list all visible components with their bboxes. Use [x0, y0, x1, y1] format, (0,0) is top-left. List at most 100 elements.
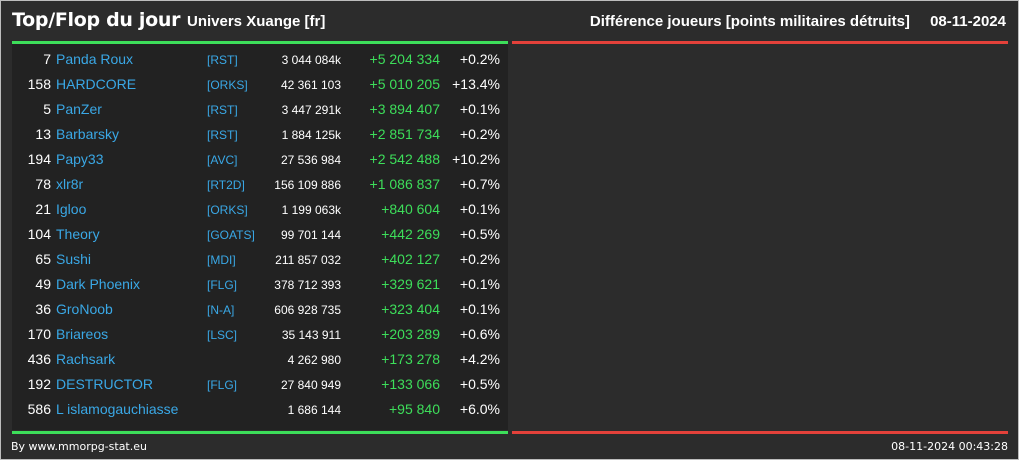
top-bottom-bar	[12, 431, 508, 434]
header-date: 08-11-2024	[930, 13, 1006, 30]
metric-label: Différence joueurs [points militaires dé…	[589, 13, 910, 30]
table-row: 170 Briareos [LSC] 35 143 911 +203 289 +0.6%	[12, 323, 508, 348]
player-rank: 192	[27, 376, 51, 392]
player-points: 211 857 032	[275, 253, 341, 267]
percent-change: +0.1%	[459, 101, 500, 117]
table-row: 49 Dark Phoenix [FLG] 378 712 393 +329 621 +0…	[12, 273, 508, 298]
alliance-tag-link[interactable]: [AVC]	[207, 153, 238, 167]
table-row: 7 Panda Roux [RST] 3 044 084k +5 204 334 +0.2…	[12, 48, 508, 73]
percent-change: +0.2%	[459, 126, 500, 142]
percent-change: +13.4%	[452, 76, 500, 92]
table-row: 13 Barbarsky [RST] 1 884 125k +2 851 734 +0.2…	[12, 123, 508, 148]
player-rank: 5	[43, 101, 51, 117]
player-name-link[interactable]: DESTRUCTOR	[56, 376, 153, 392]
player-name-link[interactable]: xlr8r	[56, 176, 84, 192]
player-rank: 78	[35, 176, 51, 192]
alliance-tag-link[interactable]: [FLG]	[207, 378, 238, 392]
player-points: 1 884 125k	[281, 128, 341, 142]
player-name-link[interactable]: Dark Phoenix	[56, 276, 141, 292]
table-row: 5 PanZer [RST] 3 447 291k +3 894 407 +0.1%	[12, 98, 508, 123]
player-rank: 13	[35, 126, 51, 142]
flop-players-table	[512, 44, 1008, 430]
alliance-tag-link[interactable]: [RST]	[207, 53, 238, 67]
alliance-tag-link[interactable]: [ORKS]	[207, 78, 248, 92]
player-name-link[interactable]: Sushi	[56, 251, 92, 267]
percent-change: +0.5%	[459, 376, 500, 392]
player-points: 156 109 886	[274, 178, 341, 192]
points-difference: +2 851 734	[369, 126, 440, 142]
alliance-tag-link[interactable]: [FLG]	[207, 278, 238, 292]
player-name-link[interactable]: HARDCORE	[56, 76, 137, 92]
player-rank: 586	[27, 401, 51, 417]
table-row: 104 Theory [GOATS] 99 701 144 +442 269 +0.5%	[12, 223, 508, 248]
player-rank: 36	[35, 301, 51, 317]
table-row: 192 DESTRUCTOR [FLG] 27 840 949 +133 066 +0.5…	[12, 373, 508, 398]
table-row: 194 Papy33 [AVC] 27 536 984 +2 542 488 +10.2%	[12, 148, 508, 173]
player-rank: 170	[27, 326, 51, 342]
flop-accent-bar	[512, 41, 1008, 44]
page-title: Top/Flop du jour	[12, 9, 181, 31]
points-difference: +173 278	[381, 351, 440, 367]
top-accent-bar	[12, 41, 508, 44]
percent-change: +0.6%	[459, 326, 500, 342]
player-name-link[interactable]: L islamogauchiasse	[56, 401, 179, 417]
player-name-link[interactable]: PanZer	[56, 101, 102, 117]
player-name-link[interactable]: Theory	[56, 226, 100, 242]
universe-label: Univers Xuange [fr]	[187, 13, 326, 30]
percent-change: +0.1%	[459, 301, 500, 317]
table-row: 436 Rachsark 4 262 980 +173 278 +4.2%	[12, 348, 508, 373]
footer-timestamp: 08-11-2024 00:43:28	[891, 440, 1008, 453]
points-difference: +203 289	[381, 326, 440, 342]
points-difference: +5 204 334	[369, 51, 440, 67]
alliance-tag-link[interactable]: [GOATS]	[207, 228, 255, 242]
player-points: 99 701 144	[280, 228, 341, 242]
source-link[interactable]: By www.mmorpg-stat.eu	[11, 440, 147, 453]
alliance-tag-link[interactable]: [RST]	[207, 128, 238, 142]
points-difference: +133 066	[381, 376, 440, 392]
player-points: 27 840 949	[280, 378, 341, 392]
percent-change: +10.2%	[452, 151, 500, 167]
player-name-link[interactable]: Igloo	[56, 201, 87, 217]
points-difference: +442 269	[381, 226, 440, 242]
player-points: 27 536 984	[280, 153, 341, 167]
player-name-link[interactable]: GroNoob	[56, 301, 113, 317]
alliance-tag-link[interactable]: [MDI]	[207, 253, 236, 267]
player-rank: 49	[35, 276, 51, 292]
alliance-tag-link[interactable]: [ORKS]	[207, 203, 248, 217]
player-points: 4 262 980	[287, 353, 341, 367]
points-difference: +840 604	[381, 201, 440, 217]
percent-change: +4.2%	[459, 351, 500, 367]
percent-change: +0.2%	[459, 51, 500, 67]
table-row: 65 Sushi [MDI] 211 857 032 +402 127 +0.2%	[12, 248, 508, 273]
alliance-tag-link[interactable]: [N-A]	[207, 303, 235, 317]
points-difference: +2 542 488	[369, 151, 440, 167]
player-points: 1 686 144	[287, 403, 341, 417]
table-row: 78 xlr8r [RT2D] 156 109 886 +1 086 837 +0.7%	[12, 173, 508, 198]
player-name-link[interactable]: Briareos	[56, 326, 109, 342]
points-difference: +1 086 837	[369, 176, 440, 192]
player-points: 378 712 393	[274, 278, 341, 292]
table-row: 36 GroNoob [N-A] 606 928 735 +323 404 +0.1%	[12, 298, 508, 323]
player-points: 35 143 911	[281, 328, 341, 342]
player-points: 3 447 291k	[281, 103, 341, 117]
percent-change: +0.5%	[459, 226, 500, 242]
points-difference: +95 840	[389, 401, 440, 417]
player-points: 606 928 735	[274, 303, 341, 317]
table-row: 586 L islamogauchiasse 1 686 144 +95 840 +6.…	[12, 398, 508, 423]
points-difference: +3 894 407	[369, 101, 440, 117]
top-players-table: 7 Panda Roux [RST] 3 044 084k +5 204 334 +0.2…	[12, 44, 508, 430]
header-info: Différence joueurs [points militaires dé…	[590, 13, 1006, 30]
alliance-tag-link[interactable]: [RT2D]	[207, 178, 245, 192]
player-name-link[interactable]: Papy33	[56, 151, 104, 167]
alliance-tag-link[interactable]: [LSC]	[207, 328, 238, 342]
percent-change: +0.1%	[459, 276, 500, 292]
player-rank: 7	[43, 51, 51, 67]
player-name-link[interactable]: Panda Roux	[56, 51, 134, 67]
percent-change: +0.2%	[459, 251, 500, 267]
alliance-tag-link[interactable]: [RST]	[207, 103, 238, 117]
player-name-link[interactable]: Rachsark	[56, 351, 116, 367]
player-name-link[interactable]: Barbarsky	[56, 126, 120, 142]
points-difference: +402 127	[381, 251, 440, 267]
flop-bottom-bar	[512, 431, 1008, 434]
